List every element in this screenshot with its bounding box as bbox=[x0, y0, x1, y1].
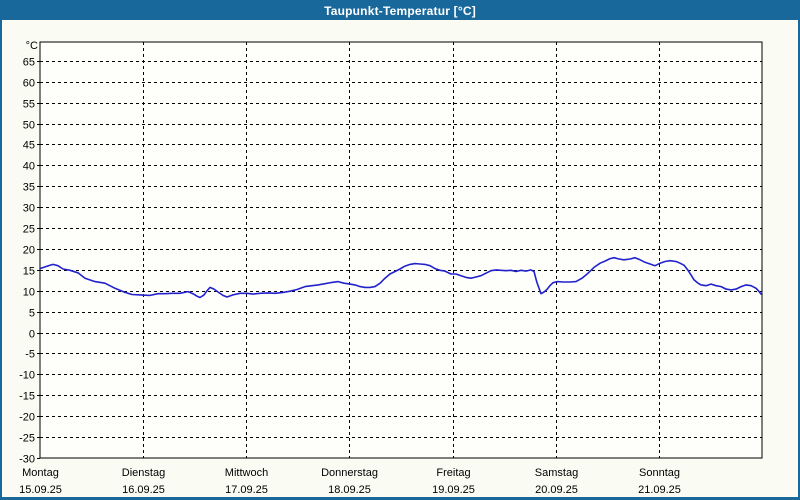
y-tick-label: 5 bbox=[29, 308, 35, 320]
y-tick-label: 20 bbox=[23, 245, 35, 257]
y-tick-label: -15 bbox=[19, 391, 35, 403]
y-tick-label: 50 bbox=[23, 120, 35, 132]
x-date-label: 17.09.25 bbox=[225, 484, 268, 496]
y-tick-label: -25 bbox=[19, 433, 35, 445]
x-date-label: 16.09.25 bbox=[122, 484, 165, 496]
x-date-label: 15.09.25 bbox=[19, 484, 62, 496]
y-tick-label: -5 bbox=[25, 349, 35, 361]
y-tick-label: 0 bbox=[29, 329, 35, 341]
y-tick-label: 15 bbox=[23, 266, 35, 278]
x-day-label: Dienstag bbox=[122, 467, 165, 479]
x-date-label: 20.09.25 bbox=[535, 484, 578, 496]
y-tick-label: 45 bbox=[23, 140, 35, 152]
y-tick-label: 10 bbox=[23, 287, 35, 299]
dewpoint-temperature-line bbox=[39, 256, 762, 299]
x-day-label: Donnerstag bbox=[321, 467, 378, 479]
window-title: Taupunkt-Temperatur [°C] bbox=[324, 4, 476, 18]
y-tick-label: 35 bbox=[23, 182, 35, 194]
x-day-label: Montag bbox=[22, 467, 59, 479]
y-tick-label: -20 bbox=[19, 412, 35, 424]
y-tick-label: 25 bbox=[23, 224, 35, 236]
title-bar: Taupunkt-Temperatur [°C] bbox=[2, 2, 798, 20]
y-tick-label: 60 bbox=[23, 78, 35, 90]
x-date-label: 21.09.25 bbox=[638, 484, 681, 496]
y-tick-label: 40 bbox=[23, 161, 35, 173]
y-tick-label: -10 bbox=[19, 370, 35, 382]
x-day-label: Sonntag bbox=[639, 467, 680, 479]
y-tick-label: 65 bbox=[23, 57, 35, 69]
y-tick-label: 30 bbox=[23, 203, 35, 215]
x-day-label: Samstag bbox=[535, 467, 578, 479]
x-day-label: Freitag bbox=[436, 467, 470, 479]
x-date-label: 18.09.25 bbox=[328, 484, 371, 496]
x-date-label: 19.09.25 bbox=[432, 484, 475, 496]
y-tick-label: -30 bbox=[19, 454, 35, 466]
y-tick-label: 55 bbox=[23, 99, 35, 111]
y-unit-label: °C bbox=[26, 40, 38, 52]
x-day-label: Mittwoch bbox=[225, 467, 268, 479]
